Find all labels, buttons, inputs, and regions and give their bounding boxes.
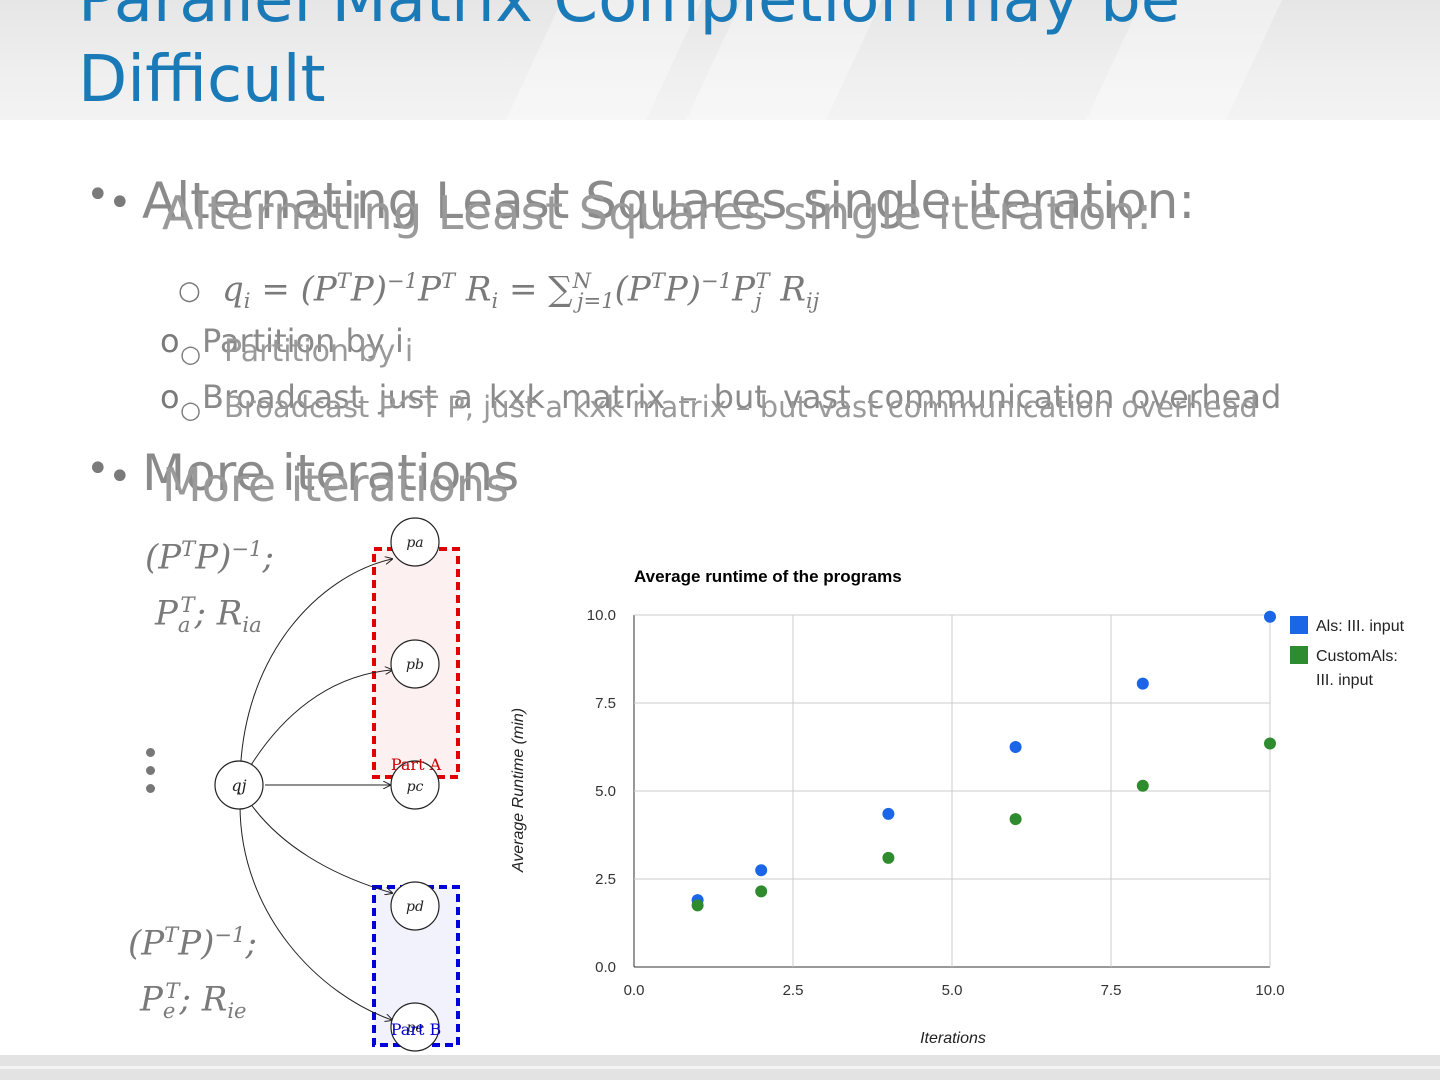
node-pa (390, 517, 440, 567)
chart-legend: Als: III. input CustomAls: III. input (1290, 616, 1405, 689)
runtime-chart: Average runtime of the programs 0.0 0.0 2.… (476, 540, 1440, 1050)
chart-point-customals (691, 899, 704, 912)
sub-bullet-marker: ○ (180, 396, 201, 424)
sub-bullet-partition-shadow: Partition by i (224, 334, 414, 369)
node-pe-label: pe (406, 1020, 423, 1036)
chart-y-tick-label: 7.5 (595, 695, 616, 712)
chart-point-als (1009, 741, 1022, 753)
sub-bullet-broadcast-shadow: Broadcast P^T P, just a kxk matrix – but… (224, 390, 1258, 424)
chart-legend-label: CustomAls: (1316, 648, 1398, 665)
edge-qj-pa (239, 559, 392, 786)
bullet-marker: • (86, 172, 110, 218)
chart-point-customals (1264, 737, 1276, 750)
annotation-bottom-line-2: PeT; Rie (140, 978, 247, 1024)
chart-y-tick-label: 5.0 (595, 783, 616, 800)
chart-y-tick-label: 0.0 (595, 959, 616, 976)
node-pb (390, 639, 440, 689)
chart-x-tick-label: 2.5 (783, 982, 804, 999)
chart-y-axis-label: Average Runtime (min) (510, 708, 527, 873)
chart-x-axis-label: Iterations (920, 1030, 986, 1047)
slide-header: Parallel Matrix Completion may be Diffic… (0, 0, 1440, 120)
chart-gridlines (633, 614, 1271, 968)
chart-point-als (882, 807, 895, 820)
chart-point-customals (755, 885, 768, 898)
bullet-2-text: More iterations (142, 444, 520, 502)
runtime-chart-svg: Average runtime of the programs 0.0 0.0 2.… (510, 567, 1405, 1047)
bullet-2-text-shadow: More iterations (162, 458, 509, 512)
chart-legend-label: III. input (1316, 672, 1373, 689)
chart-point-als (1136, 677, 1149, 690)
slide-footer-line (0, 1066, 1440, 1069)
chart-x-tick-label: 0.0 (624, 982, 645, 999)
chart-title: Average runtime of the programs (634, 567, 902, 586)
chart-legend-swatch (1290, 646, 1308, 664)
chart-point-customals (1009, 813, 1022, 826)
node-pe (390, 1002, 440, 1052)
edge-qj-pd (249, 802, 392, 893)
part-a-label: Part A (391, 755, 442, 774)
als-equation: qi = (PTP)−1PT Ri = ∑Nj=1(PTP)−1PjT Rij (222, 268, 820, 314)
node-pa-label: pa (406, 535, 423, 551)
chart-point-als (755, 864, 768, 877)
sub-bullet-marker: ○ (180, 340, 201, 368)
slide-title-line-2: Difficult (78, 43, 326, 117)
node-pd (390, 881, 440, 931)
slide-title-line-1: Parallel Matrix Completion may be (78, 0, 1181, 37)
chart-points (691, 610, 1276, 912)
chart-point-customals (1136, 779, 1149, 792)
sub-bullet-partition: Partition by i (202, 322, 404, 360)
bipartite-diagram: qj pa pb pc pd pe Part A Part B (214, 517, 460, 1052)
edge-qj-pe (239, 804, 392, 1020)
chart-point-als (1264, 610, 1276, 623)
bullet-marker: • (108, 454, 132, 500)
node-pd-label: pd (406, 899, 424, 915)
vertical-ellipsis (146, 748, 160, 793)
chart-y-tick-label: 2.5 (595, 871, 616, 888)
bullet-1-text: Alternating Least Squares single iterati… (142, 172, 1196, 230)
bullet-1-text-shadow: Alternating Least Squares single iterati… (162, 186, 1153, 240)
chart-x-tick-label: 5.0 (942, 982, 963, 999)
sub-bullet-broadcast: Broadcast just a kxk matrix – but vast c… (202, 378, 1282, 416)
annotation-bottom-line-1: (PTP)−1; (128, 922, 257, 964)
sub-bullet-marker: ○ (178, 276, 201, 306)
part-b-label: Part B (391, 1020, 442, 1039)
sub-bullet-marker: o (160, 322, 180, 360)
slide-title: Parallel Matrix Completion may be Diffic… (78, 0, 1180, 120)
chart-point-customals (882, 851, 895, 864)
chart-y-tick-label: 10.0 (587, 607, 616, 624)
chart-x-tick-label: 7.5 (1101, 982, 1122, 999)
bullet-marker: • (86, 446, 110, 492)
chart-legend-swatch (1290, 616, 1308, 634)
node-qj-label: qj (231, 776, 246, 795)
bullet-marker: • (108, 180, 132, 226)
edge-qj-pb (244, 670, 392, 776)
node-qj (214, 760, 264, 810)
node-pc-label: pc (407, 779, 424, 795)
node-pc (390, 760, 440, 810)
node-pb-label: pb (406, 657, 424, 673)
annotation-top-line-2: PaT; Ria (155, 592, 262, 638)
chart-legend-label: Als: III. input (1316, 618, 1405, 635)
chart-x-tick-label: 10.0 (1255, 982, 1284, 999)
chart-tick-labels: 0.0 0.0 2.5 2.5 5.0 5.0 7.5 7.5 10.0 10.0 (587, 607, 1285, 999)
sub-bullet-marker: o (160, 378, 180, 416)
annotation-top-line-1: (PTP)−1; (145, 536, 274, 578)
